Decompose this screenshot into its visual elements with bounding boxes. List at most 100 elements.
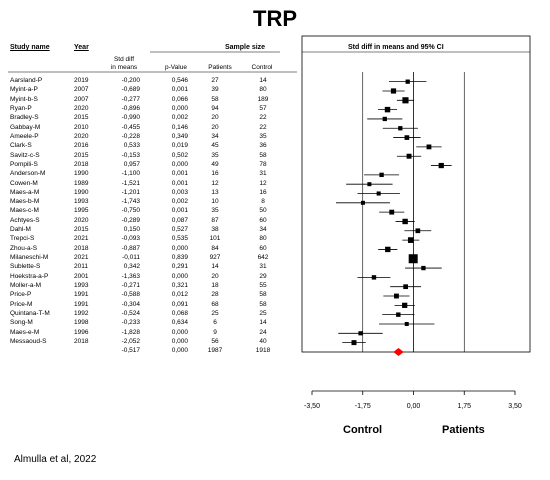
cell-p: 0,000	[171, 337, 188, 345]
table-row: Gabbay-M 2010 -0,455 0,146 20 22	[0, 124, 300, 133]
cell-smd: -0,689	[121, 86, 140, 94]
cell-patients: 20	[211, 272, 219, 280]
cell-name: Trepci-S	[10, 235, 35, 243]
table-row: Bradley-S 2015 -0,990 0,002 20 22	[0, 114, 300, 123]
cell-patients: 20	[211, 123, 219, 131]
table-row: Song-M 1998 -0,233 0,634 6 14	[0, 319, 300, 328]
patients-header: Patients	[208, 64, 232, 71]
cell-control: 16	[259, 188, 267, 196]
summary-diamond	[393, 347, 404, 356]
cell-smd: -0,153	[121, 151, 140, 159]
cell-patients: 13	[211, 188, 219, 196]
year-header: Year	[74, 44, 89, 51]
cell-year: 1993	[74, 198, 89, 206]
cell-year: 1992	[74, 310, 89, 317]
cell-smd: -0,289	[121, 216, 140, 224]
table-row: Quintana-T-M 1992 -0,524 0,068 25 25	[0, 310, 300, 319]
cell-patients: 49	[211, 160, 219, 168]
cell-p: 0,002	[171, 114, 188, 122]
cell-control: 58	[259, 300, 267, 308]
plot-frame	[301, 35, 531, 353]
cell-p: 0,001	[171, 86, 188, 94]
cell-control: 40	[259, 337, 267, 345]
cell-smd: -0,093	[121, 235, 140, 243]
cell-patients: 16	[211, 170, 219, 178]
plot-title-header: Std diff in means and 95% CI	[348, 44, 444, 51]
cell-p: 0,091	[171, 300, 188, 308]
cell-control: 34	[259, 226, 267, 234]
cell-name: Myint-b-S	[10, 95, 38, 103]
table-row: Anderson-M 1990 -1,100 0,001 16 31	[0, 170, 300, 179]
cell-control: 25	[259, 310, 267, 317]
study-marker	[404, 321, 409, 326]
cell-year: 1995	[74, 207, 89, 215]
cell-name: Quintana-T-M	[10, 310, 50, 317]
cell-year: 2020	[74, 104, 89, 112]
cell-name: Ryan-P	[10, 104, 32, 112]
cell-p: 0,291	[171, 263, 188, 271]
cell-p: 0,000	[171, 244, 188, 252]
study-marker	[371, 275, 377, 280]
cell-patients: 68	[211, 300, 219, 308]
cell-p: 0,000	[171, 160, 188, 168]
summary-row: -0,517 0,000 1987 1918	[0, 347, 300, 356]
study-marker	[402, 97, 409, 104]
cell-control: 642	[257, 254, 269, 262]
cell-name: Sublette-S	[10, 263, 41, 271]
cell-year: 1998	[74, 319, 89, 327]
cell-p: 0,000	[171, 328, 188, 336]
cell-smd: -1,363	[121, 272, 140, 280]
cell-control: 31	[259, 263, 267, 271]
table-row: Pompili-S 2018 0,957 0,000 49 78	[0, 161, 300, 170]
cell-year: 2020	[74, 216, 89, 224]
study-marker	[396, 312, 401, 317]
control-header: Control	[251, 64, 273, 71]
study-marker	[406, 153, 412, 159]
cell-smd: -0,277	[121, 95, 140, 103]
cell-p: 0,634	[171, 319, 188, 327]
cell-p: 0,087	[171, 216, 188, 224]
cell-p: 0,146	[171, 123, 188, 131]
cell-year: 2011	[74, 263, 88, 271]
study-marker	[394, 293, 399, 299]
cell-name: Song-M	[10, 319, 33, 327]
cell-patients: 20	[211, 114, 219, 122]
cell-name: Anderson-M	[10, 170, 46, 178]
cell-name: Pompili-S	[10, 160, 38, 168]
cell-smd: -0,228	[121, 132, 140, 140]
study-marker	[367, 182, 372, 187]
cell-smd: -1,521	[121, 179, 140, 187]
cell-p: 0,546	[171, 77, 188, 84]
cell-patients: 58	[211, 95, 219, 103]
cell-patients: 101	[209, 235, 221, 243]
cell-patients: 94	[211, 104, 219, 112]
cell-smd: -0,517	[121, 347, 140, 355]
cell-p: 0,349	[171, 132, 188, 140]
cell-year: 2020	[74, 132, 89, 140]
table-row: Price-M 1991 -0,304 0,091 68 58	[0, 301, 300, 310]
cell-control: 14	[259, 77, 267, 84]
cell-patients: 14	[211, 263, 219, 271]
study-marker	[438, 162, 444, 169]
cell-smd: -1,201	[121, 188, 140, 196]
cell-smd: -1,828	[121, 328, 140, 336]
study-name-header: Study name	[10, 44, 50, 51]
citation-footer: Almulla et al, 2022	[14, 454, 97, 465]
table-row: Price-P 1991 -0,588 0,012 28 58	[0, 291, 300, 300]
cell-year: 2018	[74, 337, 89, 345]
cell-year: 1991	[74, 291, 89, 299]
table-row: Myint-a-P 2007 -0,689 0,001 39 80	[0, 86, 300, 95]
cell-control: 12	[259, 179, 267, 187]
cell-year: 1989	[74, 179, 89, 187]
table-row: Trepci-S 2021 -0,093 0,535 101 80	[0, 235, 300, 244]
cell-year: 1990	[74, 170, 89, 178]
cell-patients: 927	[209, 254, 221, 262]
cell-control: 80	[259, 235, 267, 243]
cell-year: 2018	[74, 244, 89, 252]
cell-name: Maes-b-M	[10, 198, 40, 206]
table-row: Messaoud-S 2018 -2,052 0,000 56 40	[0, 338, 300, 347]
cell-name: Hoekstra-a-P	[10, 272, 49, 280]
cell-name: Price-P	[10, 291, 32, 299]
study-marker	[403, 284, 408, 290]
std-diff-header-line1: Std diff	[113, 56, 135, 63]
